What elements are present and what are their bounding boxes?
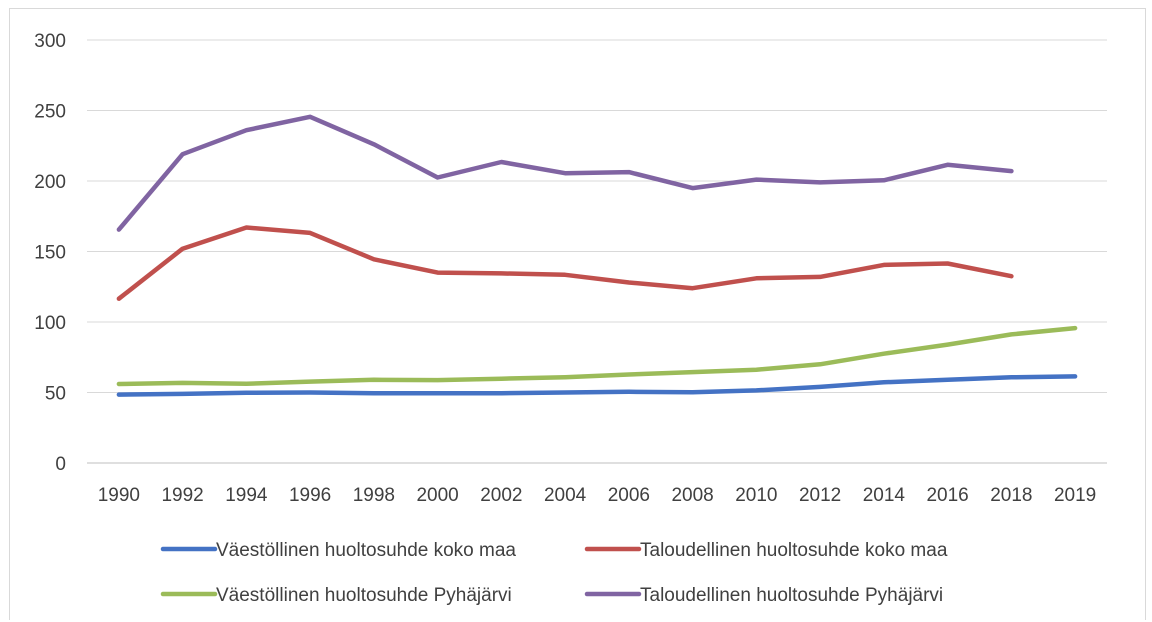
series-4: [116, 114, 1014, 232]
x-tick-label: 2006: [608, 485, 650, 506]
x-axis-ticks: 1990 1992 1994 1996 1998 2000 2002 2004 2006 2008…: [98, 485, 1097, 506]
x-tick-label: 2004: [544, 485, 587, 506]
y-tick-label: 50: [45, 384, 66, 405]
x-tick-label: 1992: [161, 485, 203, 506]
legend-label: Taloudellinen huoltosuhde koko maa: [640, 540, 948, 561]
x-tick-label: 2019: [1054, 485, 1096, 506]
y-tick-label: 100: [34, 313, 66, 334]
legend-item: Väestöllinen huoltosuhde Pyhäjärvi: [160, 585, 512, 606]
y-tick-label: 0: [55, 454, 66, 475]
gridlines: [87, 39, 1107, 464]
x-tick-label: 2014: [863, 485, 906, 506]
legend: Väestöllinen huoltosuhde koko maa Taloude…: [160, 540, 948, 606]
series-2: [116, 225, 1014, 301]
x-tick-label: 2016: [926, 485, 968, 506]
x-tick-label: 2010: [735, 485, 777, 506]
legend-label: Taloudellinen huoltosuhde Pyhäjärvi: [640, 585, 943, 606]
series-lines: [116, 114, 1078, 397]
y-tick-label: 200: [34, 172, 66, 193]
legend-label: Väestöllinen huoltosuhde koko maa: [216, 540, 516, 561]
series-1: [116, 374, 1078, 397]
x-tick-label: 1994: [225, 485, 268, 506]
x-tick-label: 2008: [671, 485, 713, 506]
legend-item: Taloudellinen huoltosuhde koko maa: [584, 540, 948, 561]
x-tick-label: 2012: [799, 485, 841, 506]
legend-item: Taloudellinen huoltosuhde Pyhäjärvi: [584, 585, 943, 606]
series-3: [116, 325, 1078, 387]
x-tick-label: 2002: [480, 485, 522, 506]
series-line: [116, 325, 1078, 387]
x-tick-label: 2018: [990, 485, 1032, 506]
x-tick-label: 1996: [289, 485, 331, 506]
y-tick-label: 300: [34, 31, 66, 52]
y-axis-ticks: 0 50 100 150 200 250 300: [34, 31, 66, 475]
y-tick-label: 250: [34, 102, 66, 123]
legend-label: Väestöllinen huoltosuhde Pyhäjärvi: [216, 585, 512, 606]
series-line: [116, 225, 1014, 301]
legend-item: Väestöllinen huoltosuhde koko maa: [160, 540, 516, 561]
x-tick-label: 1990: [98, 485, 140, 506]
x-tick-label: 2000: [416, 485, 458, 506]
series-line: [116, 374, 1078, 397]
y-tick-label: 150: [34, 243, 66, 264]
x-tick-label: 1998: [353, 485, 395, 506]
